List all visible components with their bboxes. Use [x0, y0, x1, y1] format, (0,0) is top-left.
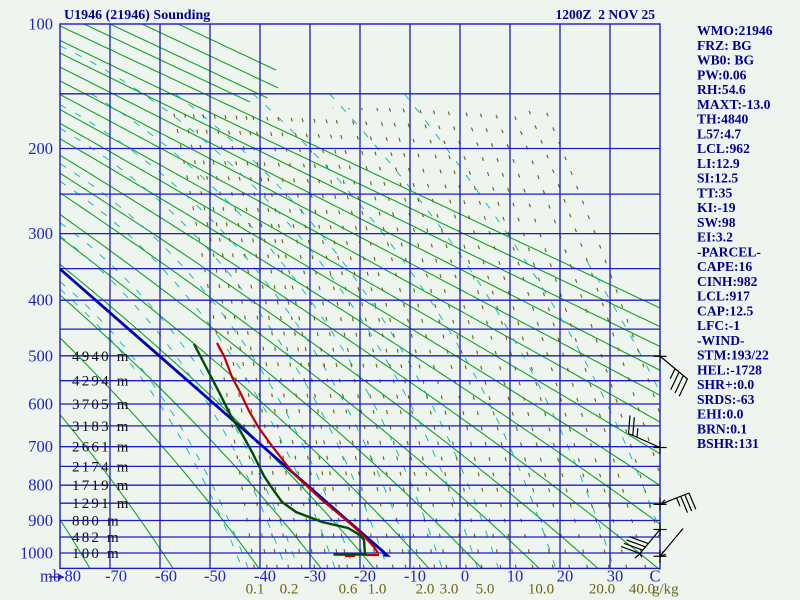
svg-text:4294 m: 4294 m: [72, 374, 131, 390]
svg-text:20: 20: [557, 567, 574, 586]
svg-text:-80: -80: [59, 567, 81, 586]
svg-text:-30: -30: [304, 567, 326, 586]
svg-text:SW:98: SW:98: [697, 215, 736, 230]
svg-text:EHI:0.0: EHI:0.0: [697, 407, 744, 422]
svg-text:-20: -20: [354, 567, 376, 586]
svg-text:40.0: 40.0: [629, 582, 655, 598]
svg-text:MAXT:-13.0: MAXT:-13.0: [697, 97, 771, 112]
svg-text:-60: -60: [155, 567, 177, 586]
svg-text:-40: -40: [254, 567, 276, 586]
svg-text:2.0: 2.0: [416, 582, 435, 598]
svg-text:PW:0.06: PW:0.06: [697, 67, 747, 82]
svg-text:0.2: 0.2: [280, 582, 299, 598]
svg-text:SHR+:0.0: SHR+:0.0: [697, 377, 754, 392]
svg-text:482 m: 482 m: [72, 530, 121, 546]
svg-text:700: 700: [28, 437, 53, 456]
svg-text:1.0: 1.0: [368, 582, 387, 598]
svg-text:RH:54.6: RH:54.6: [697, 82, 746, 97]
svg-text:STM:193/22: STM:193/22: [697, 348, 769, 363]
svg-text:TT:35: TT:35: [697, 185, 732, 200]
svg-text:3183 m: 3183 m: [72, 419, 131, 435]
svg-text:BRN:0.1: BRN:0.1: [697, 421, 747, 436]
svg-text:1200Z 2 NOV 25: 1200Z 2 NOV 25: [555, 7, 655, 22]
svg-text:BSHR:131: BSHR:131: [697, 436, 759, 451]
svg-text:880 m: 880 m: [72, 513, 121, 529]
svg-text:400: 400: [28, 291, 53, 310]
svg-text:0.6: 0.6: [339, 582, 358, 598]
svg-text:5.0: 5.0: [476, 582, 495, 598]
svg-text:LFC:-1: LFC:-1: [697, 318, 740, 333]
svg-text:-WIND-: -WIND-: [697, 333, 745, 348]
svg-text:900: 900: [28, 511, 53, 530]
svg-text:C: C: [649, 567, 660, 586]
svg-text:20.0: 20.0: [589, 582, 615, 598]
svg-text:HEL:-1728: HEL:-1728: [697, 362, 762, 377]
svg-text:LCL:917: LCL:917: [697, 289, 750, 304]
svg-text:L57:4.7: L57:4.7: [697, 126, 741, 141]
svg-text:30: 30: [607, 567, 624, 586]
svg-text:10: 10: [507, 567, 524, 586]
svg-text:0.1: 0.1: [246, 582, 265, 598]
svg-text:3705 m: 3705 m: [72, 397, 131, 413]
svg-text:1719 m: 1719 m: [72, 478, 131, 494]
svg-text:CINH:982: CINH:982: [697, 274, 758, 289]
svg-text:500: 500: [28, 346, 53, 365]
svg-text:CAPE:16: CAPE:16: [697, 259, 752, 274]
svg-text:-50: -50: [204, 567, 226, 586]
svg-text:800: 800: [28, 476, 53, 495]
svg-text:4940 m: 4940 m: [72, 349, 131, 365]
svg-text:100 m: 100 m: [72, 546, 121, 562]
svg-text:CAP:12.5: CAP:12.5: [697, 303, 753, 318]
svg-text:1000: 1000: [20, 544, 53, 563]
svg-text:SRDS:-63: SRDS:-63: [697, 392, 755, 407]
svg-text:200: 200: [28, 139, 53, 158]
svg-text:SI:12.5: SI:12.5: [697, 171, 738, 186]
svg-text:3.0: 3.0: [440, 582, 459, 598]
svg-text:-10: -10: [404, 567, 426, 586]
svg-text:KI:-19: KI:-19: [697, 200, 736, 215]
svg-text:mb: mb: [40, 567, 61, 586]
svg-text:FRZ: BG: FRZ: BG: [697, 38, 752, 53]
svg-text:LCL:962: LCL:962: [697, 141, 750, 156]
svg-text:LI:12.9: LI:12.9: [697, 156, 740, 171]
svg-text:-PARCEL-: -PARCEL-: [697, 244, 761, 259]
svg-text:g/kg: g/kg: [652, 582, 679, 598]
svg-text:0: 0: [461, 567, 469, 586]
svg-text:TH:4840: TH:4840: [697, 112, 749, 127]
svg-text:2174 m: 2174 m: [72, 459, 131, 475]
svg-text:WMO:21946: WMO:21946: [697, 23, 773, 38]
svg-text:WB0: BG: WB0: BG: [697, 53, 754, 68]
svg-text:-70: -70: [105, 567, 127, 586]
svg-text:U1946 (21946) Sounding: U1946 (21946) Sounding: [64, 8, 210, 23]
svg-text:600: 600: [28, 394, 53, 413]
svg-text:300: 300: [28, 224, 53, 243]
svg-text:2661 m: 2661 m: [72, 440, 131, 456]
svg-text:10.0: 10.0: [528, 582, 554, 598]
svg-text:100: 100: [28, 15, 53, 34]
svg-text:1291 m: 1291 m: [72, 496, 131, 512]
svg-text:EI:3.2: EI:3.2: [697, 230, 733, 245]
